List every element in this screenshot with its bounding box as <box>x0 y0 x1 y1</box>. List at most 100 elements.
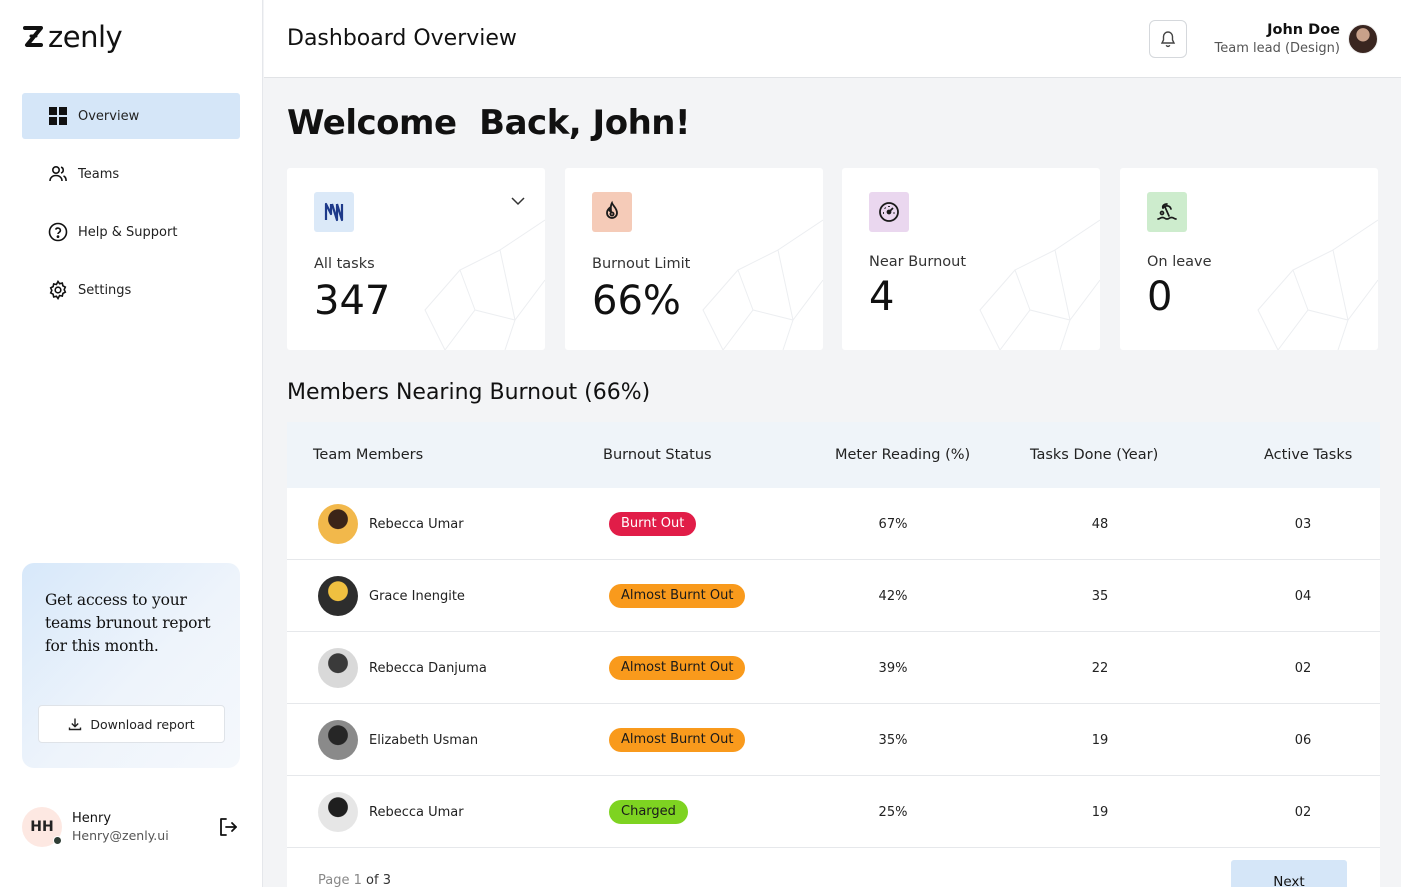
avatar[interactable] <box>318 576 358 616</box>
table-row[interactable]: Rebecca Umar Charged 25% 19 02 <box>287 776 1380 848</box>
cube-pattern-decoration <box>702 219 823 350</box>
avatar[interactable] <box>318 720 358 760</box>
stat-label: Near Burnout <box>869 254 967 270</box>
table-row[interactable]: Elizabeth Usman Almost Burnt Out 35% 19 06 <box>287 704 1380 776</box>
avatar-initials: HH <box>30 819 54 835</box>
status-badge: Charged <box>609 800 688 824</box>
sidebar-item-label: Settings <box>78 282 132 298</box>
next-page-button[interactable]: Next <box>1231 860 1347 887</box>
promo-text: Get access to your teams brunout report … <box>45 591 211 655</box>
active-tasks: 02 <box>1294 804 1312 820</box>
next-page-label: Next <box>1273 874 1305 887</box>
user-name: Henry <box>72 811 112 826</box>
flame-icon <box>606 200 618 219</box>
stat-label: Burnout Limit <box>592 256 691 272</box>
stat-card-near-burnout[interactable]: Near Burnout 4 <box>842 168 1100 350</box>
avatar[interactable] <box>318 648 358 688</box>
stat-label: On leave <box>1147 254 1212 270</box>
column-header-active-tasks[interactable]: Active Tasks <box>1264 447 1353 463</box>
download-icon <box>69 718 82 731</box>
sidebar-item-help[interactable]: Help & Support <box>22 209 240 255</box>
meter-reading: 67% <box>878 516 908 532</box>
gauge-icon <box>879 202 899 222</box>
page-title: Dashboard Overview <box>287 26 517 51</box>
stat-card-all-tasks[interactable]: All tasks 347 <box>287 168 545 350</box>
stat-icon-bg <box>869 192 909 232</box>
table-row[interactable]: Rebecca Danjuma Almost Burnt Out 39% 22 02 <box>287 632 1380 704</box>
status-cell: Almost Burnt Out <box>609 704 746 776</box>
column-header-team-members[interactable]: Team Members <box>313 447 424 463</box>
sidebar-item-label: Teams <box>78 166 120 182</box>
avatar[interactable] <box>318 504 358 544</box>
download-report-label: Download report <box>90 716 195 732</box>
report-promo-card: Get access to your teams brunout report … <box>22 563 240 768</box>
sidebar: zenly Overview Teams Help & Support <box>0 0 263 887</box>
profile-role: Team lead (Design) <box>1214 41 1340 56</box>
member-cell: Grace Inengite <box>318 560 465 632</box>
avatar[interactable] <box>1348 24 1378 54</box>
table-row[interactable]: Grace Inengite Almost Burnt Out 42% 35 04 <box>287 560 1380 632</box>
stat-card-on-leave[interactable]: On leave 0 <box>1120 168 1378 350</box>
tasks-done: 19 <box>1091 732 1109 748</box>
member-cell: Rebecca Danjuma <box>318 632 487 704</box>
stat-icon-bg <box>1147 192 1187 232</box>
user-email: Henry@zenly.ui <box>72 828 169 843</box>
top-header: Dashboard Overview John Doe Team lead (D… <box>264 0 1401 78</box>
meter-reading: 39% <box>878 660 908 676</box>
active-tasks: 02 <box>1294 660 1312 676</box>
stat-label: All tasks <box>314 256 375 272</box>
status-cell: Almost Burnt Out <box>609 632 746 704</box>
grid-icon <box>49 107 67 125</box>
sidebar-item-label: Help & Support <box>78 224 178 240</box>
sidebar-item-settings[interactable]: Settings <box>22 267 240 313</box>
stat-value: 0 <box>1147 274 1173 320</box>
stat-icon-bg <box>314 192 354 232</box>
stat-card-burnout-limit[interactable]: Burnout Limit 66% <box>565 168 823 350</box>
table-row[interactable]: Rebecca Umar Burnt Out 67% 48 03 <box>287 488 1380 560</box>
zenly-logo-icon <box>23 26 43 47</box>
status-cell: Charged <box>609 776 688 848</box>
status-badge: Burnt Out <box>609 512 697 536</box>
status-badge: Almost Burnt Out <box>609 584 746 608</box>
avatar[interactable] <box>318 792 358 832</box>
avatar[interactable]: HH <box>22 807 62 847</box>
download-report-button[interactable]: Download report <box>38 705 225 743</box>
page-word: Page <box>318 873 350 887</box>
status-cell: Burnt Out <box>609 488 697 560</box>
meter-reading: 25% <box>878 804 908 820</box>
chevron-down-icon[interactable] <box>509 192 527 210</box>
brand-logo[interactable]: zenly <box>22 20 123 54</box>
table-header: Team Members Burnout Status Meter Readin… <box>287 422 1380 488</box>
active-tasks: 03 <box>1294 516 1312 532</box>
sidebar-item-teams[interactable]: Teams <box>22 151 240 197</box>
stat-value: 4 <box>869 274 895 320</box>
total-pages: of 3 <box>366 873 391 887</box>
column-header-tasks-done[interactable]: Tasks Done (Year) <box>1030 447 1159 463</box>
profile-name: John Doe <box>1267 22 1340 38</box>
member-cell: Rebecca Umar <box>318 776 464 848</box>
beach-icon <box>1157 203 1177 220</box>
logout-icon[interactable] <box>217 816 239 838</box>
cube-pattern-decoration <box>424 219 545 350</box>
column-header-meter-reading[interactable]: Meter Reading (%) <box>835 447 971 463</box>
brand-name: zenly <box>48 20 123 54</box>
active-tasks: 06 <box>1294 732 1312 748</box>
meter-reading: 42% <box>878 588 908 604</box>
member-name: Elizabeth Usman <box>369 732 479 748</box>
member-cell: Rebecca Umar <box>318 488 464 560</box>
tasks-done: 22 <box>1091 660 1109 676</box>
member-name: Rebecca Umar <box>369 516 464 532</box>
user-profile[interactable]: John Doe Team lead (Design) <box>1215 22 1378 56</box>
sidebar-item-overview[interactable]: Overview <box>22 93 240 139</box>
tasks-icon <box>324 202 344 222</box>
status-badge: Almost Burnt Out <box>609 728 746 752</box>
current-page: 1 <box>353 873 362 887</box>
notifications-button[interactable] <box>1149 20 1187 58</box>
help-circle-icon <box>48 222 68 242</box>
column-header-burnout-status[interactable]: Burnout Status <box>603 447 712 463</box>
pagination-info: Page 1 of 3 <box>318 873 391 887</box>
status-cell: Almost Burnt Out <box>609 560 746 632</box>
user-info: Henry Henry@zenly.ui <box>72 811 169 843</box>
status-badge: Almost Burnt Out <box>609 656 746 680</box>
online-status-dot <box>53 836 62 845</box>
